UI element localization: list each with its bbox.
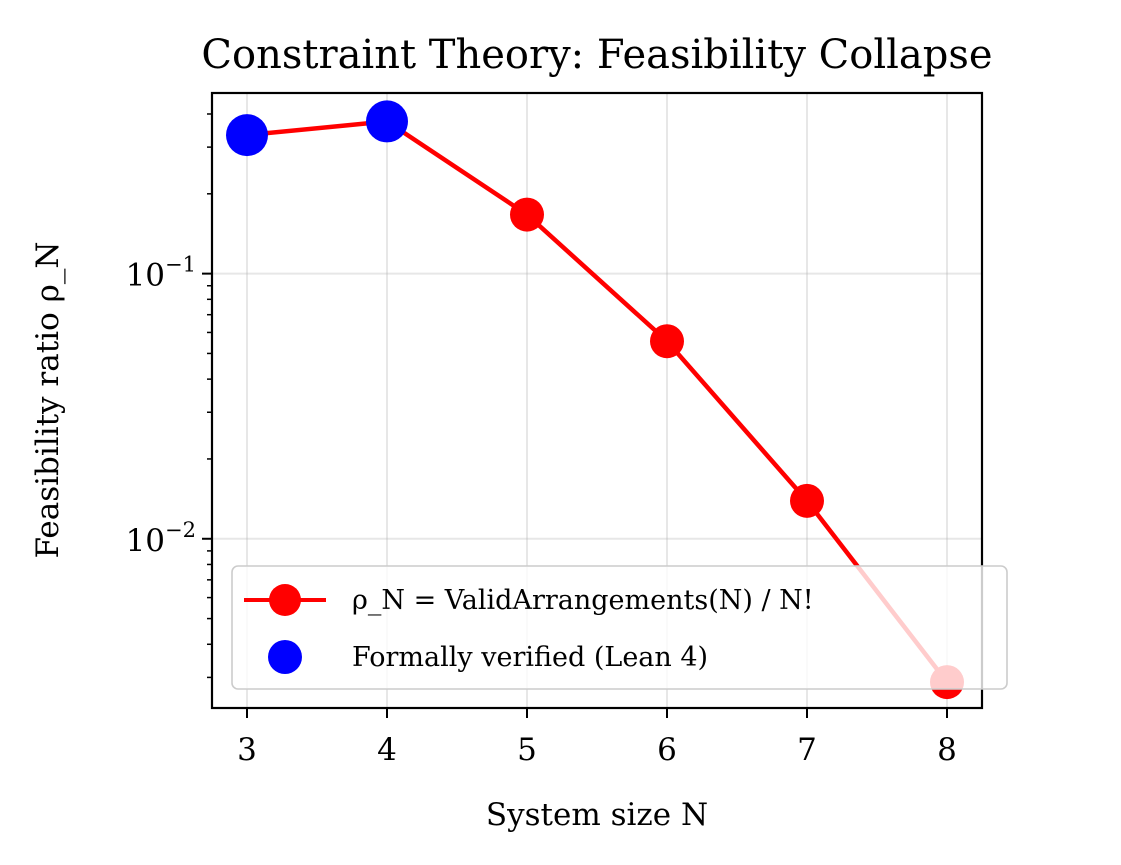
axis-ticks: 3 4 5 6 7 8 10−1 10−2 xyxy=(126,113,957,768)
legend-label-verified: Formally verified (Lean 4) xyxy=(352,642,708,673)
x-tick-label: 7 xyxy=(797,732,817,768)
verified-point-n4 xyxy=(366,100,408,143)
x-tick-label: 6 xyxy=(657,732,677,768)
legend-box xyxy=(231,565,1008,690)
legend: ρ_N = ValidArrangements(N) / N! Formally… xyxy=(231,565,1008,690)
ratio-point-n6 xyxy=(650,324,684,359)
chart-title: Constraint Theory: Feasibility Collapse xyxy=(201,32,992,78)
y-tick-label: 10−2 xyxy=(126,518,196,559)
legend-label-ratio: ρ_N = ValidArrangements(N) / N! xyxy=(352,585,814,616)
y-axis-label: Feasibility ratio ρ_N xyxy=(30,242,66,559)
x-tick-label: 5 xyxy=(517,732,537,768)
ratio-point-n5 xyxy=(510,197,544,232)
x-tick-label: 8 xyxy=(937,732,957,768)
grid-lines xyxy=(212,93,982,708)
x-tick-label: 3 xyxy=(237,732,257,768)
legend-marker-blue xyxy=(268,640,302,674)
verified-point-n3 xyxy=(226,114,268,157)
legend-marker-red xyxy=(269,584,301,616)
y-tick-label: 10−1 xyxy=(126,253,196,294)
plot-frame xyxy=(210,91,984,710)
x-axis-label: System size N xyxy=(486,797,708,833)
ratio-line xyxy=(246,119,949,684)
x-tick-label: 4 xyxy=(377,732,397,768)
ratio-point-n7 xyxy=(790,483,824,518)
